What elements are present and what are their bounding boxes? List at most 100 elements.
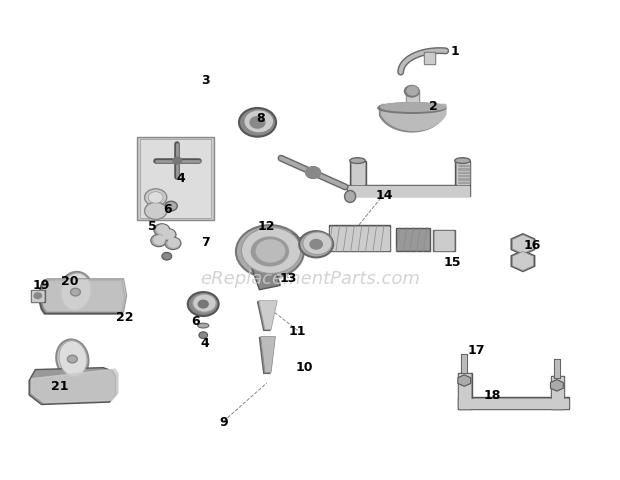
Ellipse shape: [284, 234, 299, 255]
Polygon shape: [379, 107, 444, 132]
Bar: [350, 161, 366, 185]
Ellipse shape: [301, 243, 306, 247]
Circle shape: [256, 240, 285, 263]
Text: 14: 14: [375, 188, 393, 201]
Bar: [407, 93, 418, 103]
Ellipse shape: [310, 240, 322, 250]
Ellipse shape: [61, 274, 91, 311]
Text: 11: 11: [289, 324, 306, 337]
Circle shape: [165, 238, 181, 250]
Circle shape: [199, 332, 208, 339]
Text: 16: 16: [523, 238, 541, 251]
Circle shape: [148, 192, 163, 204]
Circle shape: [144, 190, 167, 206]
Circle shape: [236, 226, 304, 278]
Circle shape: [162, 253, 172, 261]
Bar: [463, 356, 466, 372]
Bar: [555, 360, 559, 377]
Text: 17: 17: [468, 343, 485, 356]
Ellipse shape: [381, 104, 446, 112]
Text: 18: 18: [484, 389, 501, 402]
Ellipse shape: [345, 191, 356, 203]
Bar: [461, 355, 467, 373]
Polygon shape: [40, 279, 126, 312]
Text: 9: 9: [219, 415, 228, 428]
Bar: [32, 291, 43, 301]
Ellipse shape: [56, 340, 89, 379]
Circle shape: [154, 224, 170, 237]
Polygon shape: [257, 302, 276, 331]
Circle shape: [193, 294, 216, 312]
Bar: [457, 162, 469, 184]
Circle shape: [250, 117, 265, 129]
Bar: [458, 176, 470, 177]
Text: 22: 22: [116, 310, 133, 323]
Bar: [459, 399, 568, 408]
Circle shape: [404, 86, 419, 98]
Bar: [140, 140, 211, 218]
Ellipse shape: [299, 232, 333, 258]
Text: 8: 8: [256, 112, 265, 125]
Bar: [433, 230, 455, 252]
Ellipse shape: [294, 238, 313, 252]
Circle shape: [71, 288, 81, 296]
Ellipse shape: [378, 104, 446, 114]
Circle shape: [306, 168, 321, 179]
Circle shape: [173, 158, 182, 165]
Polygon shape: [511, 234, 534, 255]
Circle shape: [160, 229, 176, 241]
Ellipse shape: [298, 240, 309, 249]
Polygon shape: [259, 338, 274, 373]
Circle shape: [68, 356, 78, 363]
Polygon shape: [512, 235, 534, 254]
Polygon shape: [551, 380, 564, 391]
Bar: [348, 187, 469, 196]
Circle shape: [168, 239, 179, 248]
Bar: [330, 227, 389, 251]
Bar: [329, 226, 390, 252]
Polygon shape: [260, 337, 275, 372]
Bar: [458, 373, 472, 409]
Bar: [435, 232, 453, 251]
Text: 6: 6: [164, 203, 172, 216]
Bar: [396, 228, 430, 252]
Circle shape: [407, 87, 418, 96]
Polygon shape: [512, 252, 534, 271]
Polygon shape: [29, 368, 115, 405]
Ellipse shape: [303, 233, 332, 255]
Bar: [458, 179, 470, 180]
Text: 4: 4: [176, 171, 185, 184]
Circle shape: [163, 230, 174, 239]
Circle shape: [34, 293, 42, 299]
Text: 6: 6: [192, 315, 200, 328]
Ellipse shape: [59, 341, 87, 377]
Bar: [137, 137, 215, 221]
Text: eReplacementParts.com: eReplacementParts.com: [200, 269, 420, 287]
Ellipse shape: [198, 324, 209, 328]
Bar: [405, 92, 419, 104]
Bar: [424, 52, 435, 64]
Polygon shape: [259, 301, 277, 330]
Text: 12: 12: [258, 219, 275, 232]
Bar: [552, 377, 563, 408]
Text: 21: 21: [51, 379, 69, 392]
Bar: [352, 162, 364, 184]
Text: 19: 19: [33, 279, 50, 292]
Text: 20: 20: [61, 274, 78, 287]
Bar: [551, 376, 564, 409]
Circle shape: [154, 236, 165, 245]
Bar: [458, 172, 470, 174]
Polygon shape: [381, 105, 446, 131]
Text: 2: 2: [429, 100, 438, 113]
Circle shape: [165, 202, 177, 211]
Bar: [458, 182, 470, 184]
Bar: [425, 53, 434, 63]
Circle shape: [144, 203, 167, 220]
Text: 4: 4: [201, 336, 210, 349]
Text: 10: 10: [295, 360, 312, 373]
Circle shape: [198, 300, 208, 308]
Text: 5: 5: [148, 219, 157, 232]
Circle shape: [251, 238, 288, 266]
Bar: [458, 397, 569, 409]
Circle shape: [188, 292, 219, 316]
